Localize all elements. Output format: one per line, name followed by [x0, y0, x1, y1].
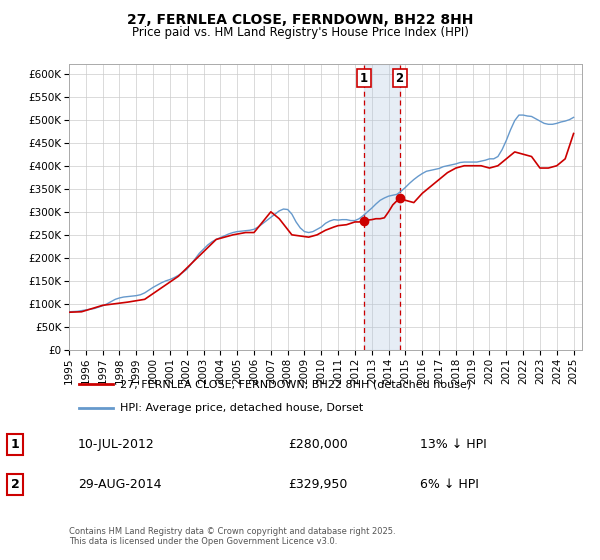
Text: 1: 1 [359, 72, 368, 85]
Text: 1: 1 [11, 438, 19, 451]
Text: 2: 2 [11, 478, 19, 491]
Text: 27, FERNLEA CLOSE, FERNDOWN, BH22 8HH (detached house): 27, FERNLEA CLOSE, FERNDOWN, BH22 8HH (d… [121, 380, 472, 390]
Text: 13% ↓ HPI: 13% ↓ HPI [420, 438, 487, 451]
Text: £329,950: £329,950 [288, 478, 347, 491]
Text: 10-JUL-2012: 10-JUL-2012 [78, 438, 155, 451]
Text: HPI: Average price, detached house, Dorset: HPI: Average price, detached house, Dors… [121, 403, 364, 413]
Text: Price paid vs. HM Land Registry's House Price Index (HPI): Price paid vs. HM Land Registry's House … [131, 26, 469, 39]
Text: Contains HM Land Registry data © Crown copyright and database right 2025.
This d: Contains HM Land Registry data © Crown c… [69, 526, 395, 546]
Text: £280,000: £280,000 [288, 438, 348, 451]
Text: 29-AUG-2014: 29-AUG-2014 [78, 478, 161, 491]
Text: 27, FERNLEA CLOSE, FERNDOWN, BH22 8HH: 27, FERNLEA CLOSE, FERNDOWN, BH22 8HH [127, 13, 473, 27]
Bar [364, 64, 400, 350]
Text: 2: 2 [395, 72, 404, 85]
Text: 6% ↓ HPI: 6% ↓ HPI [420, 478, 479, 491]
